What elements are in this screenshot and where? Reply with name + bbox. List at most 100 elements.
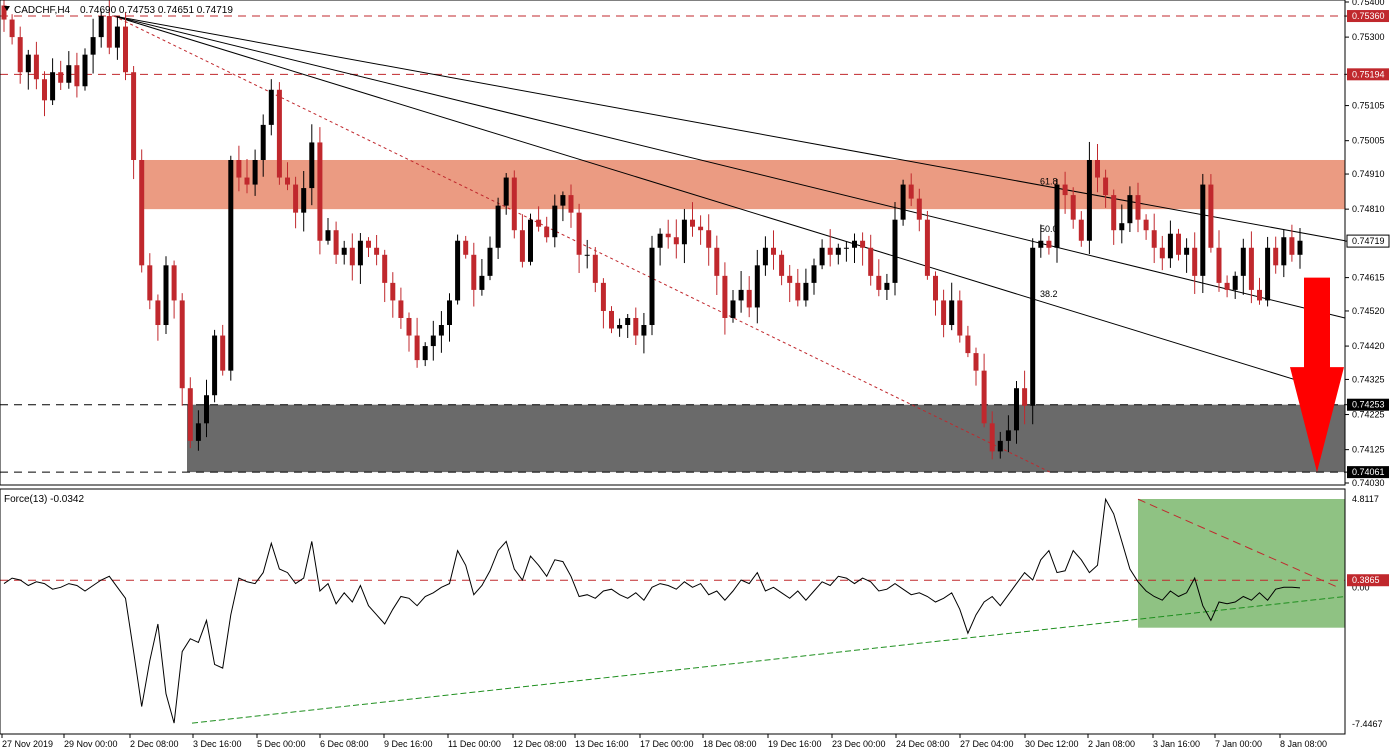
price-axis: 0.75400 0.75360 0.75300 0.75194 0.75105 0.750… bbox=[1345, 0, 1390, 488]
force-tick-label: 4.8117 bbox=[1352, 494, 1379, 504]
candle-body bbox=[771, 247, 776, 255]
candle-body bbox=[730, 300, 736, 318]
candle-body bbox=[665, 233, 671, 238]
price-tick-label: 0.74325 bbox=[1352, 374, 1385, 384]
force-resistance-line bbox=[1137, 498, 1339, 588]
candle-body bbox=[50, 72, 56, 101]
candle-body bbox=[681, 219, 687, 245]
collapse-triangle-icon[interactable] bbox=[4, 6, 10, 11]
candle-body bbox=[325, 230, 331, 241]
candle-body bbox=[787, 275, 793, 283]
candle-body bbox=[544, 226, 550, 238]
candle-body bbox=[957, 300, 963, 336]
fan-line bbox=[113, 15, 1301, 382]
candle-body bbox=[1248, 247, 1254, 290]
candle-body bbox=[90, 37, 96, 55]
candle-body bbox=[228, 159, 234, 371]
price-tick-label: 0.75105 bbox=[1352, 101, 1385, 111]
price-tick-label: 0.75005 bbox=[1352, 136, 1385, 146]
fib-labels: 61.8 50.0 38.2 bbox=[1040, 177, 1058, 299]
candle-body bbox=[819, 247, 825, 266]
candle-body bbox=[1257, 289, 1262, 301]
candle-body bbox=[738, 289, 744, 301]
candle-body bbox=[58, 72, 64, 83]
candle-body bbox=[600, 282, 606, 311]
candle-body bbox=[268, 89, 274, 125]
candle-body bbox=[1184, 247, 1190, 255]
candle-body bbox=[827, 247, 833, 255]
candle-body bbox=[754, 265, 760, 308]
candle-body bbox=[123, 26, 128, 73]
fib-label: 50.0 bbox=[1040, 224, 1058, 234]
candle-body bbox=[795, 282, 801, 301]
candle-body bbox=[811, 265, 817, 283]
candle-body bbox=[66, 65, 72, 83]
candle-body bbox=[204, 395, 209, 424]
candle-body bbox=[997, 440, 1003, 452]
candle-body bbox=[1111, 195, 1117, 231]
candle-body bbox=[285, 177, 290, 185]
current-price-tag bbox=[1346, 234, 1390, 248]
price-panel: 61.8 50.0 38.2 CADCHF,H4 0.74690 0.74753 0… bbox=[0, 0, 1346, 486]
candle-body bbox=[1103, 177, 1109, 196]
price-tick-label: 0.74520 bbox=[1352, 306, 1385, 316]
candle-body bbox=[1208, 184, 1214, 248]
candle-body bbox=[698, 226, 704, 231]
candle-body bbox=[617, 325, 623, 329]
candle-body bbox=[722, 275, 728, 318]
candle-body bbox=[1216, 247, 1222, 283]
candle-body bbox=[463, 240, 469, 255]
candle-body bbox=[82, 54, 88, 87]
resistance-zone bbox=[142, 159, 1345, 210]
candle-body bbox=[147, 265, 153, 301]
candle-body bbox=[1046, 240, 1052, 248]
candle-body bbox=[584, 254, 590, 256]
level-tag-label: 0.75194 bbox=[1352, 69, 1385, 79]
candle-body bbox=[195, 423, 201, 441]
price-tick-label: 0.74615 bbox=[1352, 273, 1385, 283]
time-tick-label: 27 Nov 2019 bbox=[2, 739, 53, 749]
force-zone bbox=[1138, 499, 1345, 628]
candle-body bbox=[690, 219, 695, 227]
time-tick-label: 29 Nov 00:00 bbox=[64, 739, 118, 749]
level-tag-label: 0.74061 bbox=[1352, 467, 1385, 477]
level-tag-label: 0.75360 bbox=[1352, 11, 1385, 21]
candle-body bbox=[900, 184, 906, 220]
time-tick-label: 3 Dec 16:00 bbox=[193, 739, 242, 749]
candle-body bbox=[1143, 219, 1149, 231]
candle-body bbox=[74, 65, 80, 87]
candle-body bbox=[511, 177, 517, 231]
candle-body bbox=[989, 423, 995, 452]
price-tick-label: 0.74910 bbox=[1352, 169, 1385, 179]
candle-body bbox=[609, 310, 614, 329]
candle-body bbox=[260, 124, 266, 160]
candle-body bbox=[852, 240, 857, 248]
level-tag bbox=[1347, 466, 1389, 479]
candle-body bbox=[114, 26, 120, 48]
candle-body bbox=[908, 184, 914, 199]
candle-body bbox=[933, 275, 938, 301]
candle-body bbox=[1127, 195, 1133, 224]
fan-line bbox=[113, 15, 1346, 319]
candle-body bbox=[657, 233, 663, 248]
force-axis: 4.8117 0.00 -7.4467 0.3865 bbox=[1347, 494, 1389, 729]
candle-body bbox=[949, 300, 955, 326]
candle-body bbox=[649, 247, 655, 326]
candle-body bbox=[187, 388, 193, 441]
candle-body bbox=[106, 16, 112, 48]
candle-body bbox=[803, 282, 809, 301]
candle-body bbox=[576, 212, 582, 255]
price-tick-label: 0.75300 bbox=[1352, 32, 1385, 42]
candle-body bbox=[163, 265, 169, 326]
candle-body bbox=[1192, 247, 1198, 276]
candle-body bbox=[924, 219, 930, 276]
candle-body bbox=[641, 325, 647, 336]
candle-body bbox=[1289, 237, 1295, 255]
candle-body bbox=[1273, 247, 1279, 266]
candle-body bbox=[1297, 240, 1303, 255]
candle-body bbox=[1070, 195, 1076, 220]
time-tick-label: 5 Dec 00:00 bbox=[257, 739, 306, 749]
candle-body bbox=[1167, 233, 1173, 259]
candle-body bbox=[1159, 247, 1165, 259]
